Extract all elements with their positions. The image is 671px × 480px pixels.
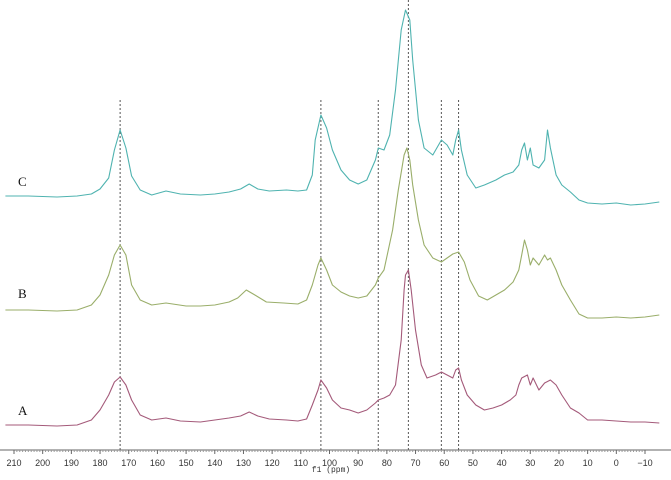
x-tick-label-130: 130	[236, 458, 251, 468]
x-ticks: 210 200 190 180 170 160 150 140 130 120 110 100 90 80…	[6, 450, 653, 468]
x-tick-label-20: 20	[554, 458, 564, 468]
x-axis-title: f1 (ppm)	[312, 466, 350, 475]
x-tick-label-0: 0	[614, 458, 619, 468]
x-tick-label-50: 50	[468, 458, 478, 468]
series-trace-C	[5, 9, 660, 206]
x-tick-label-210: 210	[6, 458, 21, 468]
series-trace-A	[5, 269, 660, 427]
series-labels: C B A	[18, 174, 28, 418]
series-label-C: C	[18, 174, 27, 189]
x-tick-label-10: 10	[583, 458, 593, 468]
x-tick-label-30: 30	[525, 458, 535, 468]
x-tick-label-200: 200	[35, 458, 50, 468]
x-tick-label-190: 190	[64, 458, 79, 468]
x-axis: 210 200 190 180 170 160 150 140 130 120 110 100 90 80…	[0, 449, 671, 468]
x-tick-label-120: 120	[265, 458, 280, 468]
x-tick-label-170: 170	[121, 458, 136, 468]
x-tick-label-40: 40	[497, 458, 507, 468]
x-tick-label-180: 180	[93, 458, 108, 468]
x-tick-label-90: 90	[353, 458, 363, 468]
x-tick-label-160: 160	[150, 458, 165, 468]
series-label-B: B	[18, 286, 27, 301]
x-tick-label-140: 140	[207, 458, 222, 468]
x-tick-label-110: 110	[294, 458, 308, 468]
reference-lines	[119, 0, 460, 450]
x-tick-label-60: 60	[439, 458, 449, 468]
x-tick-label-80: 80	[382, 458, 392, 468]
spectrum-traces	[5, 9, 660, 427]
x-tick-label-70: 70	[411, 458, 421, 468]
x-tick-label-150: 150	[179, 458, 194, 468]
series-label-A: A	[18, 403, 28, 418]
x-tick-label-100: 100	[322, 458, 337, 468]
series-trace-B	[5, 147, 660, 319]
x-tick-label--10: −10	[637, 458, 652, 468]
